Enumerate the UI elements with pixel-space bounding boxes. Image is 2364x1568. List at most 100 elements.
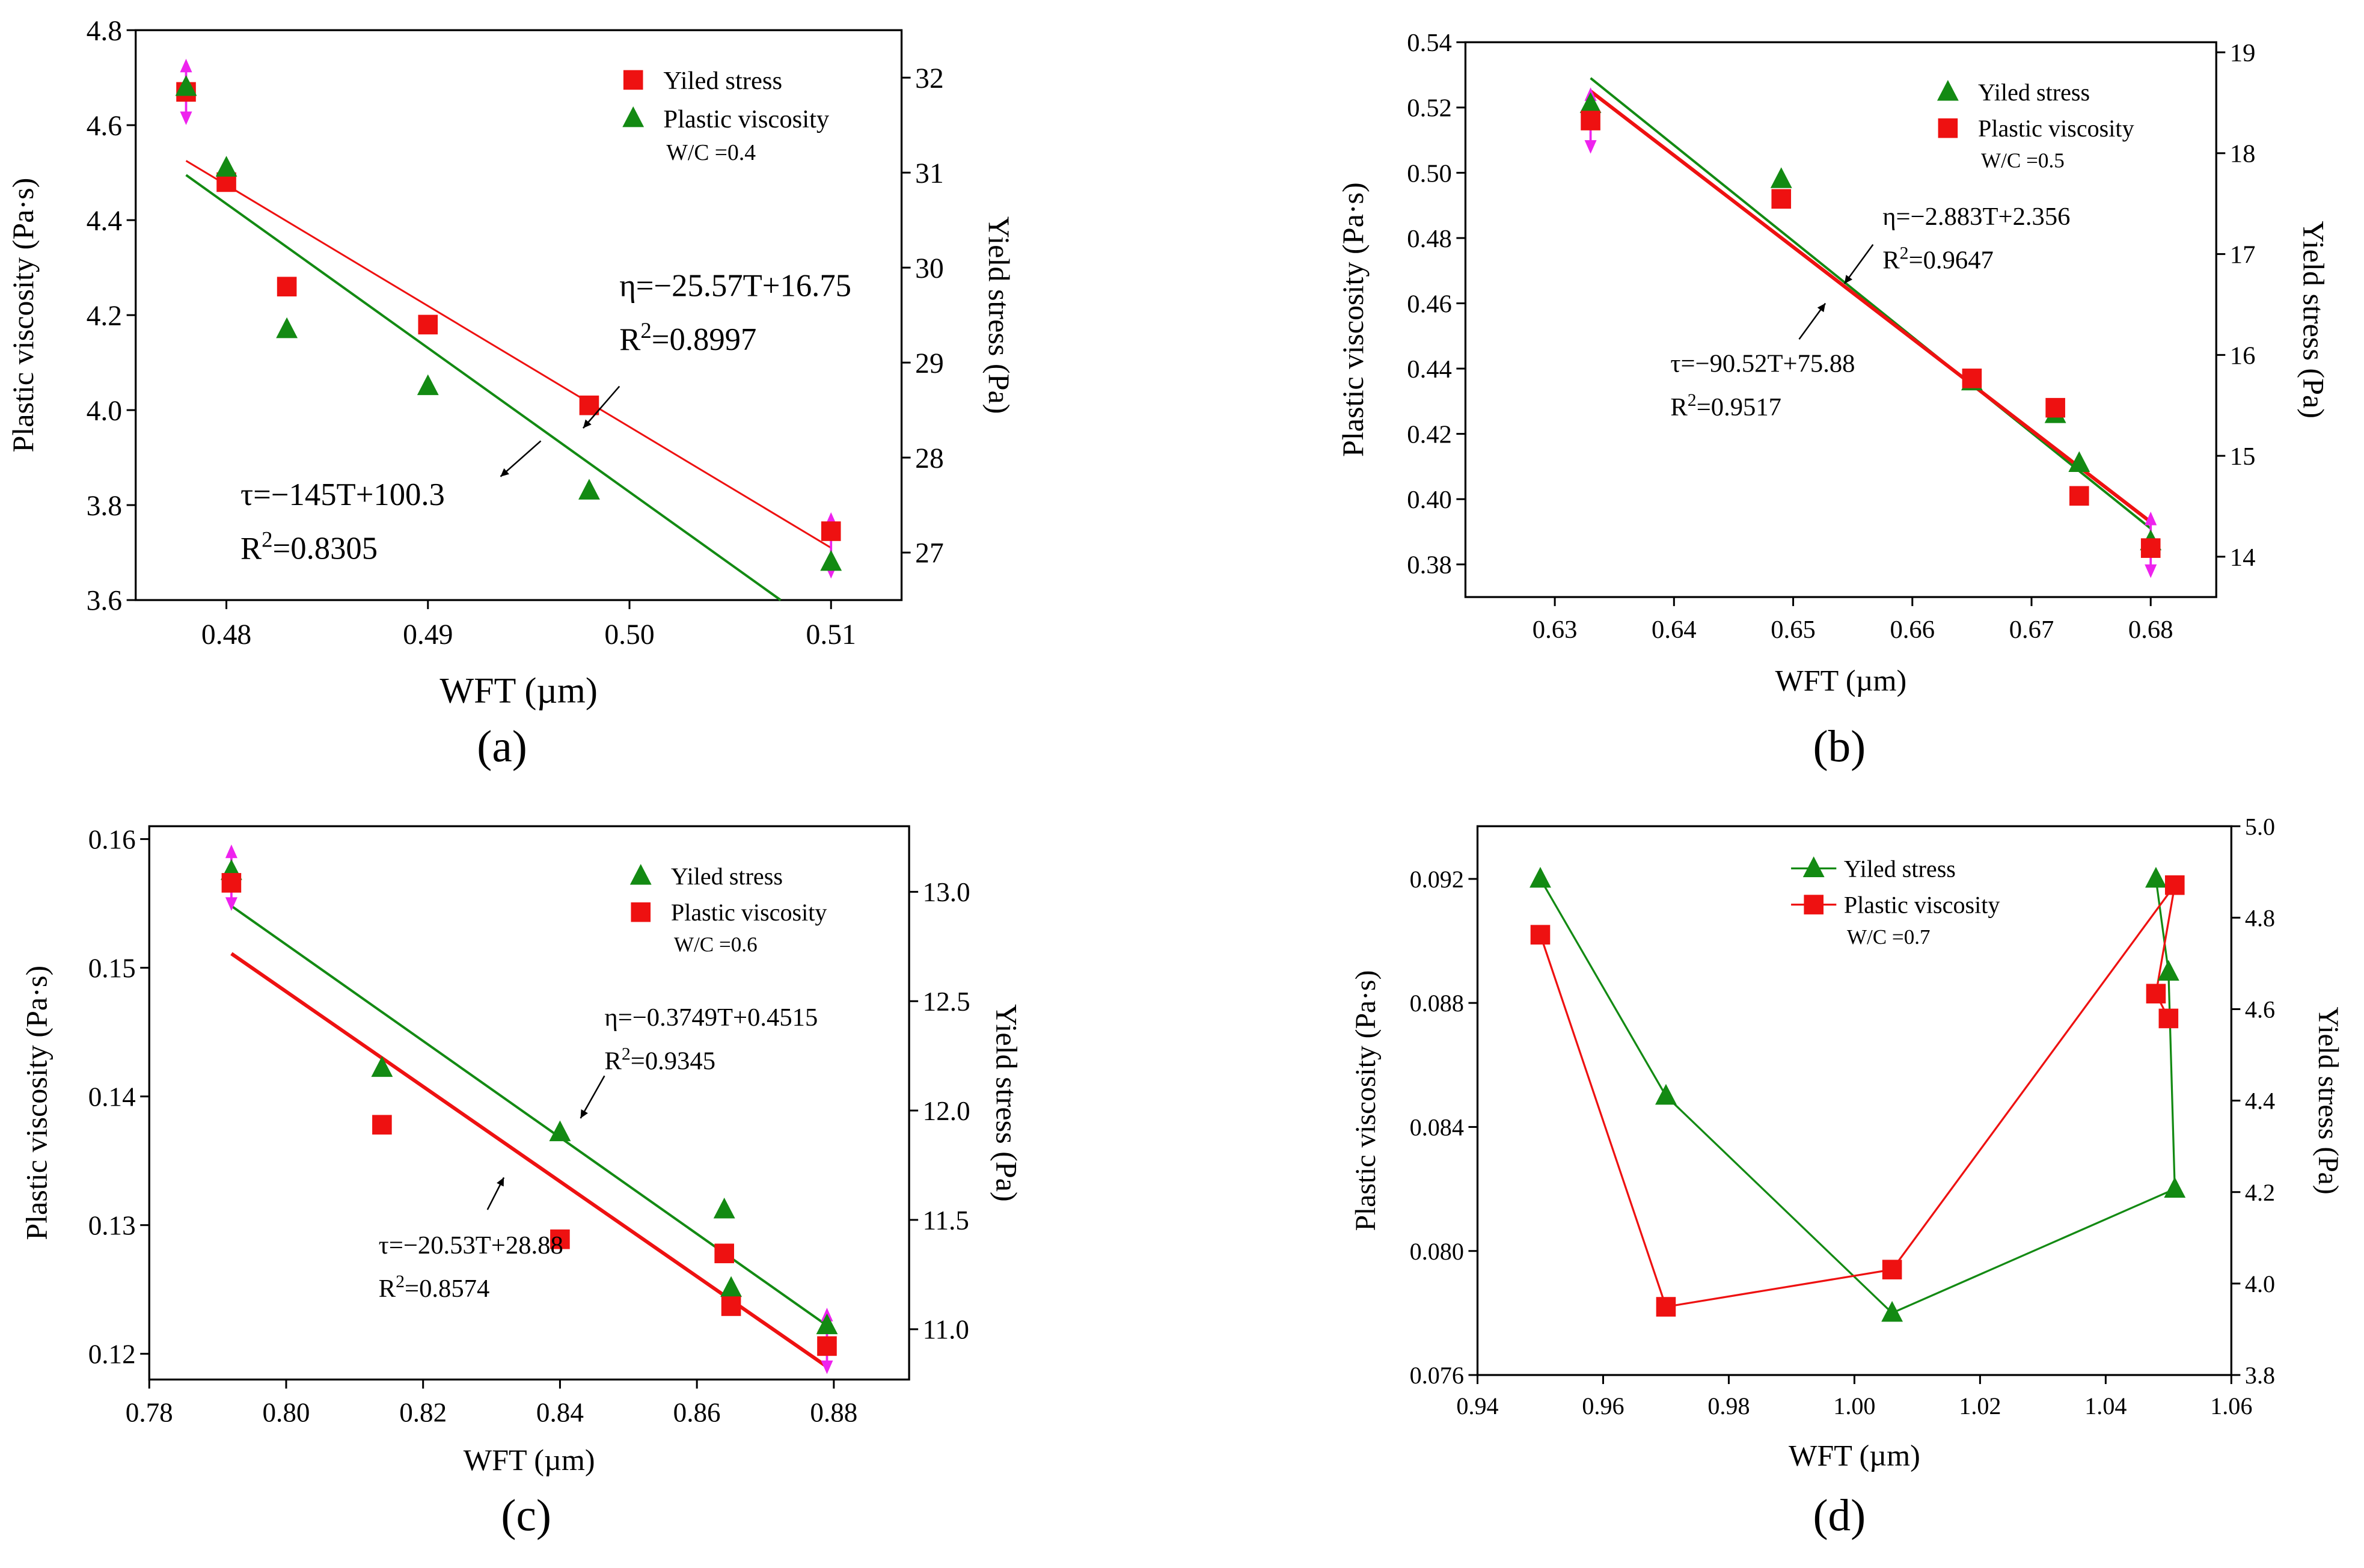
y-tick-label: 0.084 (1410, 1113, 1464, 1141)
data-point-square (1656, 1297, 1676, 1317)
x-tick-label: 0.65 (1771, 616, 1816, 644)
y2-tick-label: 27 (915, 538, 944, 569)
error-bar-cap (225, 844, 237, 859)
y-tick-label: 3.6 (87, 586, 123, 617)
text-span: 2 (640, 318, 651, 343)
y-tick-label: 0.15 (88, 953, 136, 983)
y2-axis-label: Yield stress (Pa) (2297, 221, 2331, 418)
text-span: R (604, 1047, 622, 1075)
data-point-square (579, 395, 599, 415)
data-point-triangle (713, 1198, 735, 1219)
y-tick-label: 4.2 (87, 301, 123, 332)
data-point-square (372, 1115, 392, 1135)
x-tick-label: 0.96 (1582, 1392, 1624, 1419)
x-axis-label: WFT (µm) (1775, 664, 1906, 697)
y2-axis-label: Yield stress (Pa) (990, 1004, 1024, 1202)
x-tick-label: 1.06 (2210, 1392, 2252, 1419)
chart-panel-a: 0.48 0.49 0.50 0.51 3.6 3.8 4.0 4.2 4.4 4.6 4.8 27 2… (6, 16, 1016, 772)
error-bar-cap (1584, 140, 1597, 154)
y-tick-label: 0.52 (1407, 94, 1452, 123)
y-tick-label: 4.6 (87, 111, 123, 142)
y2-tick-label: 19 (2230, 39, 2256, 67)
y2-tick-label: 16 (2230, 341, 2256, 370)
y2-tick-label: 3.8 (2245, 1362, 2275, 1389)
y2-tick-label: 12.5 (923, 987, 970, 1017)
y-tick-label: 4.4 (87, 206, 123, 237)
data-point-triangle (215, 156, 237, 177)
legend-label: Plastic viscosity (1844, 892, 2000, 919)
y-tick-label: 4.8 (87, 16, 123, 47)
data-point-square (2146, 984, 2166, 1003)
data-point-triangle (1770, 167, 1792, 188)
text-span: R (1670, 393, 1688, 421)
data-point-square (1581, 111, 1600, 130)
data-point-square (418, 314, 438, 335)
y2-tick-label: 13.0 (923, 877, 970, 907)
legend: Yiled stress Plastic viscosity W/C =0.5 (1937, 79, 2134, 172)
chart-panel-d: 0.94 0.96 0.98 1.00 1.02 1.04 1.06 0.076 0.080 0.… (1350, 813, 2344, 1540)
y-tick-label: 0.44 (1407, 355, 1452, 384)
data-point-square (1530, 925, 1551, 945)
x-tick-label: 0.84 (536, 1398, 584, 1428)
data-point-triangle (720, 1276, 743, 1297)
series-line-green (1539, 878, 2176, 1314)
x-tick-label: 0.82 (399, 1398, 447, 1428)
legend-marker-triangle (622, 106, 645, 127)
y-tick-label: 0.48 (1407, 225, 1452, 253)
x-tick-label: 0.64 (1652, 616, 1697, 644)
data-point-square (2164, 875, 2185, 895)
y-tick-label: 3.8 (87, 491, 123, 522)
data-point-triangle (371, 1056, 393, 1077)
legend-label: Plastic viscosity (671, 899, 827, 926)
annotation-arrow-line (500, 440, 542, 477)
y2-tick-label: 15 (2230, 443, 2256, 471)
y2-axis-label: Yield stress (Pa) (982, 216, 1016, 414)
x-tick-label: 0.48 (201, 619, 251, 651)
y-tick-label: 0.46 (1407, 290, 1452, 318)
fit-line-red (1589, 90, 2152, 524)
fit-annotation-text: R2=0.8305 (240, 527, 378, 566)
annotation-arrow-line (582, 385, 620, 429)
error-bar-cap (2145, 512, 2157, 525)
x-tick-label: 1.04 (2084, 1392, 2127, 1419)
y-tick-label: 0.42 (1407, 421, 1452, 449)
x-tick-label: 0.98 (1707, 1392, 1750, 1419)
y-tick-label: 0.50 (1407, 159, 1452, 188)
data-point-triangle (578, 479, 600, 500)
y-tick-label: 0.40 (1407, 486, 1452, 514)
text-span: 2 (1900, 243, 1909, 263)
x-tick-label: 0.66 (1890, 616, 1935, 644)
annotation-arrow-head (580, 1109, 588, 1119)
text-span: 2 (622, 1044, 631, 1064)
y2-tick-label: 28 (915, 443, 944, 474)
x-tick-label: 0.80 (262, 1398, 310, 1428)
data-point-triangle (549, 1120, 571, 1142)
data-point-square (2158, 1008, 2179, 1029)
y2-tick-label: 18 (2230, 140, 2256, 168)
y-tick-label: 0.092 (1410, 866, 1464, 893)
y2-tick-label: 17 (2230, 241, 2256, 269)
data-point-triangle (417, 374, 439, 396)
x-tick-label: 0.88 (810, 1398, 857, 1428)
legend-marker-square (623, 70, 643, 90)
error-bar-cap (2145, 564, 2157, 578)
x-axis-label: WFT (µm) (439, 671, 598, 711)
x-tick-label: 0.49 (403, 619, 453, 651)
fit-annotation-text: τ=−90.52T+75.88 (1670, 349, 1855, 378)
plot-frame (1464, 41, 2217, 598)
y2-tick-label: 11.5 (923, 1205, 969, 1236)
legend-label: Plastic viscosity (1978, 115, 2134, 142)
fit-annotation-text: R2=0.9517 (1670, 390, 1781, 421)
data-point-triangle (276, 317, 298, 338)
legend-marker-square (631, 902, 651, 922)
y2-tick-label: 4.8 (2245, 904, 2275, 931)
data-point-triangle (1655, 1083, 1677, 1105)
x-axis-label: WFT (µm) (1789, 1438, 1920, 1472)
text-span: =0.8574 (405, 1275, 489, 1303)
legend: Yiled stress Plastic viscosity W/C =0.7 (1791, 855, 2000, 949)
annotation-arrow-head (583, 419, 592, 429)
y-tick-label: 0.088 (1410, 990, 1464, 1017)
y-tick-label: 0.16 (88, 824, 136, 854)
y-axis-label: Plastic viscosity (Pa·s) (20, 966, 54, 1240)
